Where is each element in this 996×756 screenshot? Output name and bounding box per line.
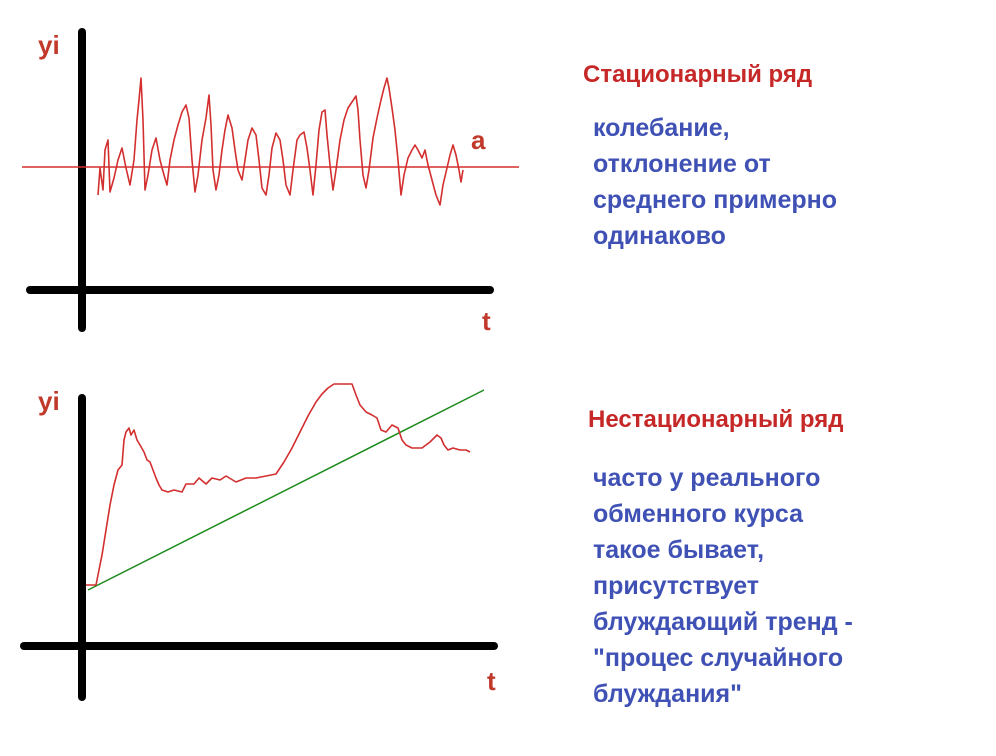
top-description-line: среднего примерно [593, 186, 838, 214]
bottom-y-axis-label: yi [38, 386, 60, 416]
bottom-description-line: часто у реального [593, 464, 821, 492]
top-x-axis-label: t [482, 306, 491, 336]
bottom-description-line: блуждающий тренд - [593, 608, 853, 636]
nonstationary-series-line [86, 383, 471, 586]
trend-line [87, 389, 485, 591]
top-description-line: колебание, [593, 114, 730, 142]
top-description: колебание, отклонение от среднего пример… [593, 110, 837, 254]
bottom-x-axis-label: t [487, 666, 496, 696]
top-y-axis-label: yi [38, 30, 60, 60]
top-heading: Стационарный ряд [583, 61, 813, 88]
top-description-line: отклонение от [593, 150, 771, 178]
top-mean-label: a [471, 125, 486, 155]
bottom-description-line: присутствует [593, 572, 760, 600]
top-description-line: одинаково [593, 222, 726, 250]
bottom-heading: Нестационарный ряд [588, 406, 844, 433]
bottom-description: часто у реального обменного курса такое … [593, 460, 853, 712]
bottom-description-line: такое бывает, [593, 536, 765, 564]
bottom-description-line: "процес случайного [593, 644, 844, 672]
bottom-description-line: обменного курса [593, 500, 804, 528]
stationary-series-line [97, 77, 464, 206]
bottom-description-line: блуждания" [593, 680, 742, 708]
